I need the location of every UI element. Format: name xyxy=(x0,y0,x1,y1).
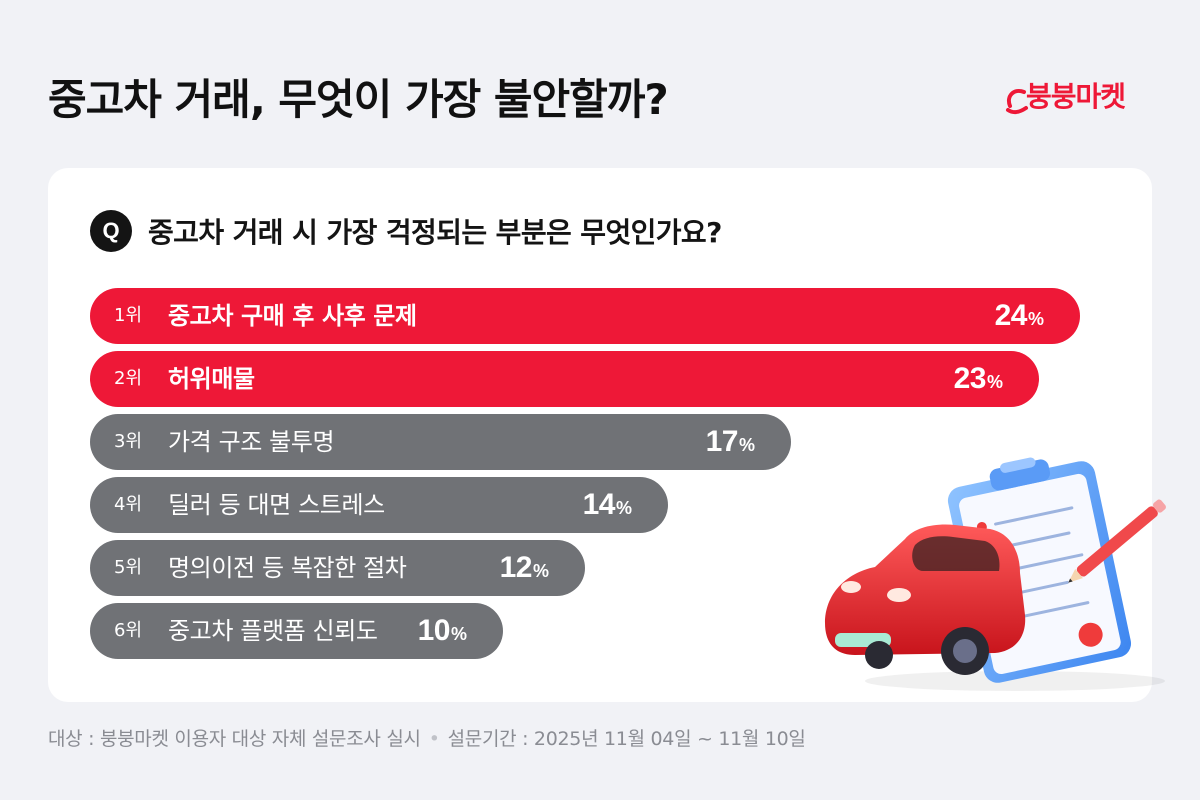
bar-value-unit: % xyxy=(532,561,549,581)
footnote: 대상 : 붕붕마켓 이용자 대상 자체 설문조사 실시 • 설문기간 : 2025년… xyxy=(48,724,806,751)
bar-2: 2위 허위매물 23% xyxy=(90,351,1039,407)
bar-value: 23% xyxy=(954,351,1003,412)
bar-label: 가격 구조 불투명 xyxy=(168,428,335,456)
bar-rank: 1위 xyxy=(114,305,143,326)
bar-label: 중고차 플랫폼 신뢰도 xyxy=(168,617,378,645)
bar-value-unit: % xyxy=(1027,309,1044,329)
brand-logo: 붕붕마켓 xyxy=(1004,66,1160,120)
bar-rank: 4위 xyxy=(114,494,143,515)
bar-rank: 6위 xyxy=(114,620,143,641)
bar-5: 5위 명의이전 등 복잡한 절차 12% xyxy=(90,540,585,596)
question-text: 중고차 거래 시 가장 걱정되는 부분은 무엇인가요? xyxy=(148,216,722,249)
car-clipboard-icon xyxy=(825,457,1166,691)
bar-value: 24% xyxy=(995,288,1044,349)
bar-value: 17% xyxy=(706,414,755,475)
bar-value-number: 10 xyxy=(417,614,451,647)
bar-label: 딜러 등 대면 스트레스 xyxy=(168,491,385,519)
bar-value-unit: % xyxy=(450,624,467,644)
bar-value-number: 12 xyxy=(499,551,533,584)
bar-chart: 1위 중고차 구매 후 사후 문제 24% 2위 허위매물 23% 3위 가격 구조 불투명 1… xyxy=(90,288,1090,668)
bar-value-number: 14 xyxy=(582,488,616,521)
bar-4: 4위 딜러 등 대면 스트레스 14% xyxy=(90,477,668,533)
bar-value-unit: % xyxy=(615,498,632,518)
bar-value: 10% xyxy=(418,603,467,664)
bar-value-number: 17 xyxy=(705,425,739,458)
bar-6: 6위 중고차 플랫폼 신뢰도 10% xyxy=(90,603,503,659)
bar-value-unit: % xyxy=(738,435,755,455)
bar-value-number: 24 xyxy=(994,299,1028,332)
bar-rank: 2위 xyxy=(114,368,143,389)
page-title: 중고차 거래, 무엇이 가장 불안할까? xyxy=(48,75,669,124)
bar-value: 12% xyxy=(500,540,549,601)
bar-rank: 3위 xyxy=(114,431,143,452)
bar-value-number: 23 xyxy=(953,362,987,395)
bar-label: 중고차 구매 후 사후 문제 xyxy=(168,302,417,330)
footnote-separator: • xyxy=(428,728,440,750)
bar-3: 3위 가격 구조 불투명 17% xyxy=(90,414,791,470)
bar-label: 허위매물 xyxy=(168,365,255,393)
question: Q 중고차 거래 시 가장 걱정되는 부분은 무엇인가요? xyxy=(90,210,722,252)
bar-label: 명의이전 등 복잡한 절차 xyxy=(168,554,407,582)
bar-1: 1위 중고차 구매 후 사후 문제 24% xyxy=(90,288,1080,344)
footnote-target: 대상 : 붕붕마켓 이용자 대상 자체 설문조사 실시 xyxy=(48,728,421,750)
bar-value-unit: % xyxy=(986,372,1003,392)
footnote-period: 설문기간 : 2025년 11월 04일 ~ 11월 10일 xyxy=(447,728,806,750)
brand-logo-icon: 붕붕마켓 xyxy=(1006,80,1126,115)
bar-value: 14% xyxy=(583,477,632,538)
car-clipboard-illustration xyxy=(815,455,1180,695)
q-badge: Q xyxy=(90,210,132,252)
svg-text:붕붕마켓: 붕붕마켓 xyxy=(1026,80,1125,113)
bar-rank: 5위 xyxy=(114,557,143,578)
